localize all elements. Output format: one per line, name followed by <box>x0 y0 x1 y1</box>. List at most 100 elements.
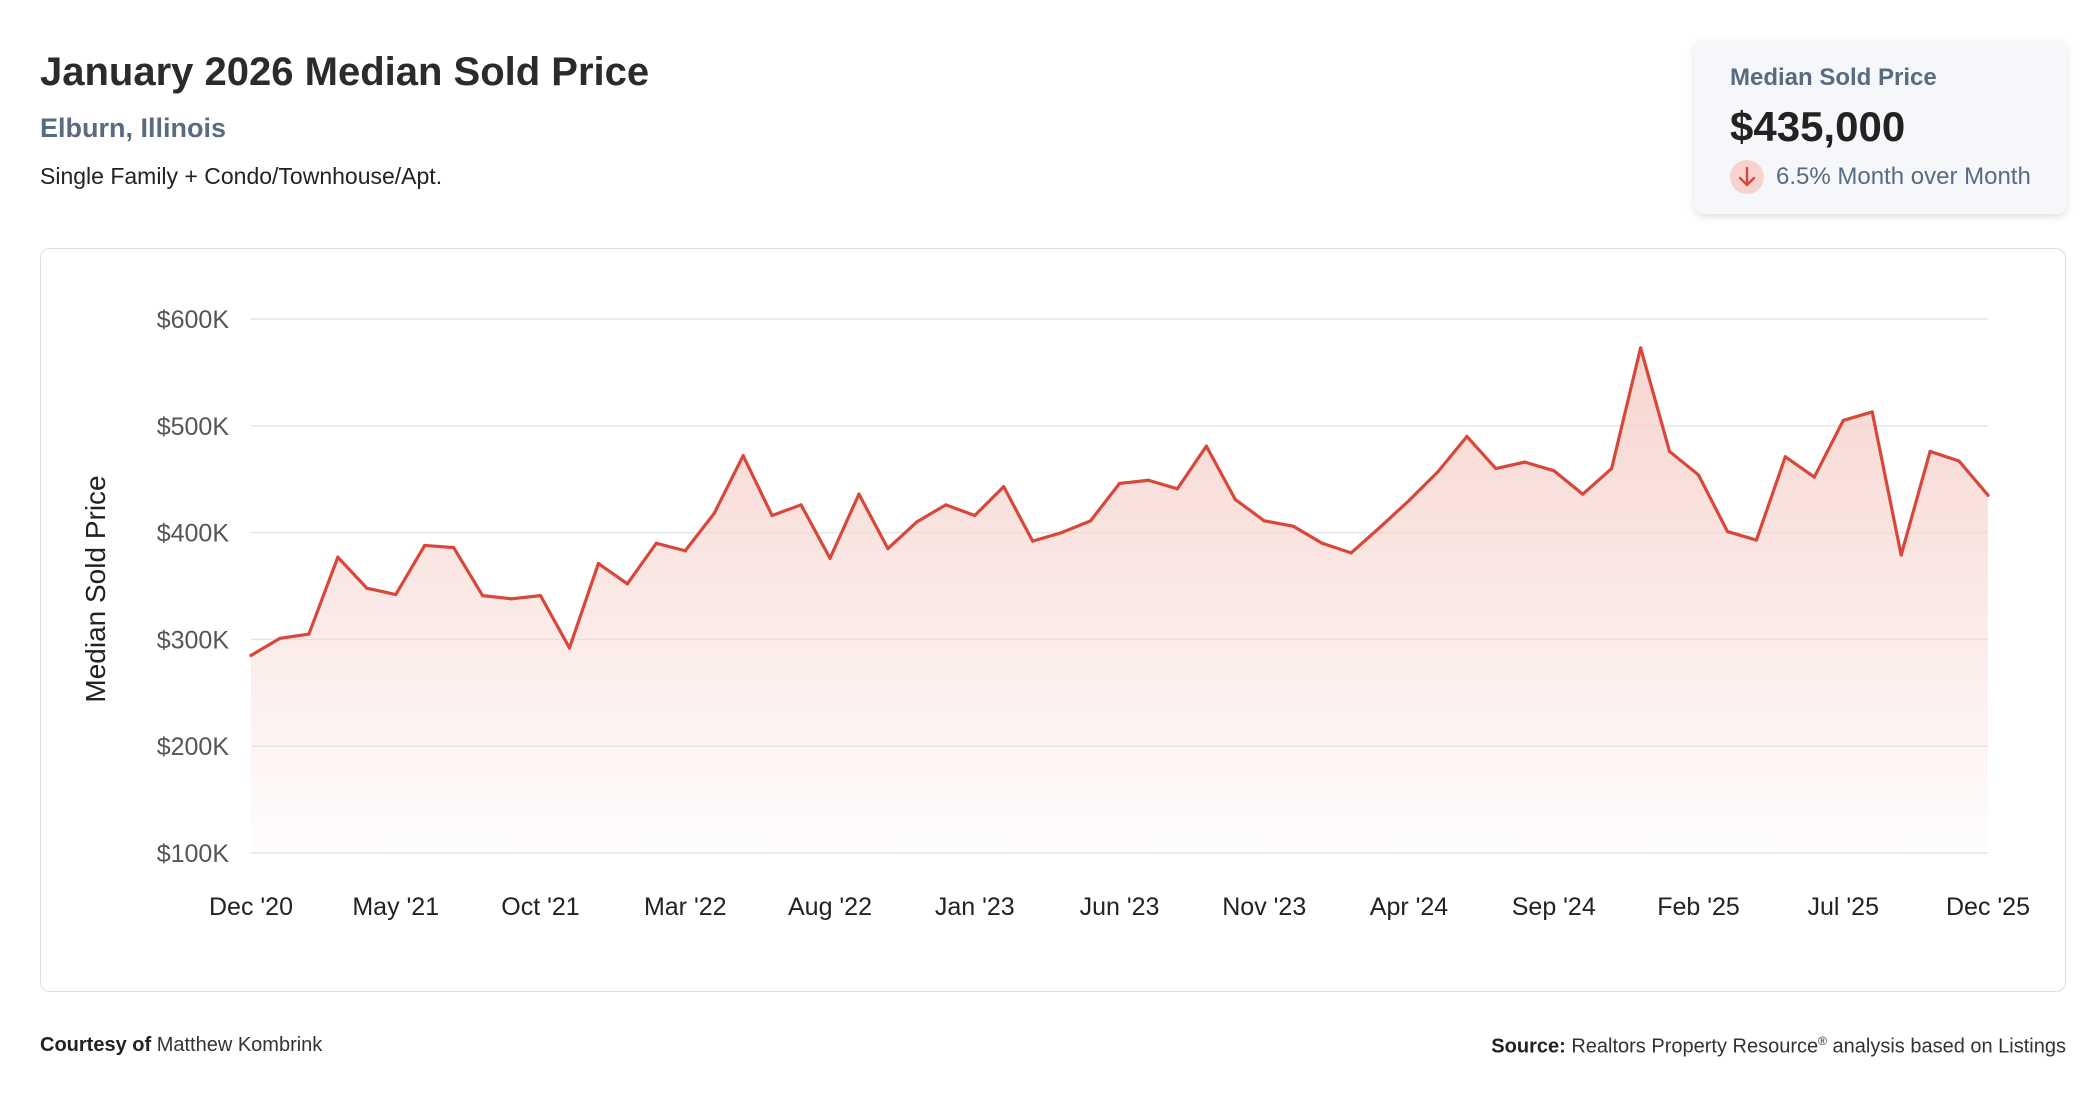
data-point <box>538 594 543 598</box>
data-point <box>741 454 745 458</box>
stat-label: Median Sold Price <box>1730 64 1937 91</box>
x-tick-label: Jan '23 <box>935 893 1015 921</box>
x-tick-label: Dec '25 <box>1946 893 2030 921</box>
data-point <box>596 561 601 566</box>
data-point <box>452 545 456 550</box>
data-point <box>1349 551 1353 555</box>
data-point <box>1146 478 1151 482</box>
data-point <box>1957 459 1961 463</box>
y-axis-label: Median Sold Price <box>80 475 111 702</box>
y-tick-label: $400K <box>157 520 230 548</box>
data-point <box>1841 418 1845 423</box>
data-point <box>278 636 282 640</box>
stat-change: 6.5% Month over Month <box>1730 160 2067 194</box>
data-point <box>712 511 716 515</box>
data-point <box>1465 434 1469 439</box>
data-point <box>1031 539 1035 543</box>
data-point <box>799 503 803 507</box>
median-price-card: Median Sold Price $435,000 6.5% Month ov… <box>1694 40 2067 214</box>
courtesy-footer: Courtesy of Matthew Kombrink <box>40 1034 322 1057</box>
x-tick-label: Sep '24 <box>1512 893 1596 921</box>
data-point <box>1986 493 1990 497</box>
y-tick-label: $500K <box>157 413 230 441</box>
courtesy-label: Courtesy of <box>40 1034 152 1056</box>
data-point <box>857 492 861 496</box>
x-tick-label: Mar '22 <box>644 893 727 921</box>
data-point <box>336 555 340 559</box>
data-point <box>683 549 687 553</box>
data-point <box>1783 455 1787 459</box>
data-point <box>828 556 832 560</box>
data-point <box>944 503 948 507</box>
x-tick-label: Jul '25 <box>1808 893 1879 921</box>
x-tick-label: Nov '23 <box>1222 893 1306 921</box>
data-point <box>1639 346 1643 350</box>
source-text-tail: analysis based on Listings <box>1826 1035 2067 1058</box>
data-point <box>307 632 311 636</box>
area-fill <box>251 347 1988 853</box>
data-point <box>1552 469 1556 473</box>
x-tick-label: Jun '23 <box>1080 893 1160 921</box>
y-tick-label: $600K <box>157 306 230 334</box>
data-point <box>1175 487 1179 491</box>
data-point <box>1436 470 1440 474</box>
data-point <box>1812 475 1816 479</box>
data-point <box>1581 492 1585 496</box>
data-point <box>886 547 890 551</box>
data-point <box>1725 529 1730 534</box>
page-title: January 2026 Median Sold Price <box>40 50 650 94</box>
data-point <box>1088 519 1093 523</box>
data-point <box>481 594 485 598</box>
y-tick-label: $200K <box>157 733 230 761</box>
data-point <box>1002 485 1006 489</box>
data-point <box>1060 531 1064 535</box>
x-tick-label: Dec '20 <box>209 893 293 921</box>
data-point <box>1523 460 1527 464</box>
data-point <box>567 646 572 650</box>
data-point <box>249 653 253 658</box>
data-point <box>654 541 658 545</box>
property-type-label: Single Family + Condo/Townhouse/Apt. <box>40 163 443 189</box>
arrow-down-icon <box>1730 160 1764 194</box>
data-point <box>1667 449 1672 454</box>
data-point <box>1291 524 1295 528</box>
registered-mark: ® <box>1818 1034 1827 1048</box>
data-point <box>1610 466 1614 471</box>
data-point <box>1233 497 1237 502</box>
chart-container: $100K $200K $300K $400K $500K $600K Dec '20 Ma… <box>40 248 2066 992</box>
median-price-chart: $100K $200K $300K $400K $500K $600K Dec '20 Ma… <box>80 306 2030 921</box>
data-point <box>1928 449 1932 454</box>
data-point <box>625 582 629 586</box>
stat-value: $435,000 <box>1730 103 1906 150</box>
x-tick-label: Feb '25 <box>1657 893 1740 921</box>
data-point <box>1378 525 1382 529</box>
data-point <box>1407 498 1411 503</box>
courtesy-name: Matthew Kombrink <box>156 1034 323 1056</box>
data-point <box>1696 473 1701 477</box>
data-point <box>915 520 919 524</box>
change-text: 6.5% Month over Month <box>1776 163 2031 190</box>
data-point <box>1754 538 1758 542</box>
x-tick-label: Apr '24 <box>1370 893 1449 921</box>
data-point <box>770 513 774 518</box>
data-point <box>509 597 514 601</box>
y-tick-label: $100K <box>157 840 230 868</box>
y-tick-label: $300K <box>157 626 230 654</box>
data-point <box>1204 444 1208 448</box>
header: January 2026 Median Sold Price Elburn, I… <box>40 44 649 192</box>
data-point <box>394 592 398 597</box>
data-point <box>1262 519 1266 523</box>
data-point <box>1494 466 1498 471</box>
source-label: Source: <box>1491 1035 1566 1058</box>
source-footer: Source: Realtors Property Resource® anal… <box>1491 1034 2066 1059</box>
location-label: Elburn, Illinois <box>40 113 227 143</box>
data-point <box>1320 541 1324 545</box>
data-point <box>1899 553 1903 557</box>
data-point <box>423 543 427 548</box>
data-point <box>973 513 977 518</box>
x-tick-label: Aug '22 <box>788 893 872 921</box>
source-text: Realtors Property Resource <box>1571 1035 1819 1058</box>
x-tick-label: May '21 <box>352 893 439 921</box>
data-point <box>1117 481 1122 486</box>
x-tick-label: Oct '21 <box>501 893 579 921</box>
